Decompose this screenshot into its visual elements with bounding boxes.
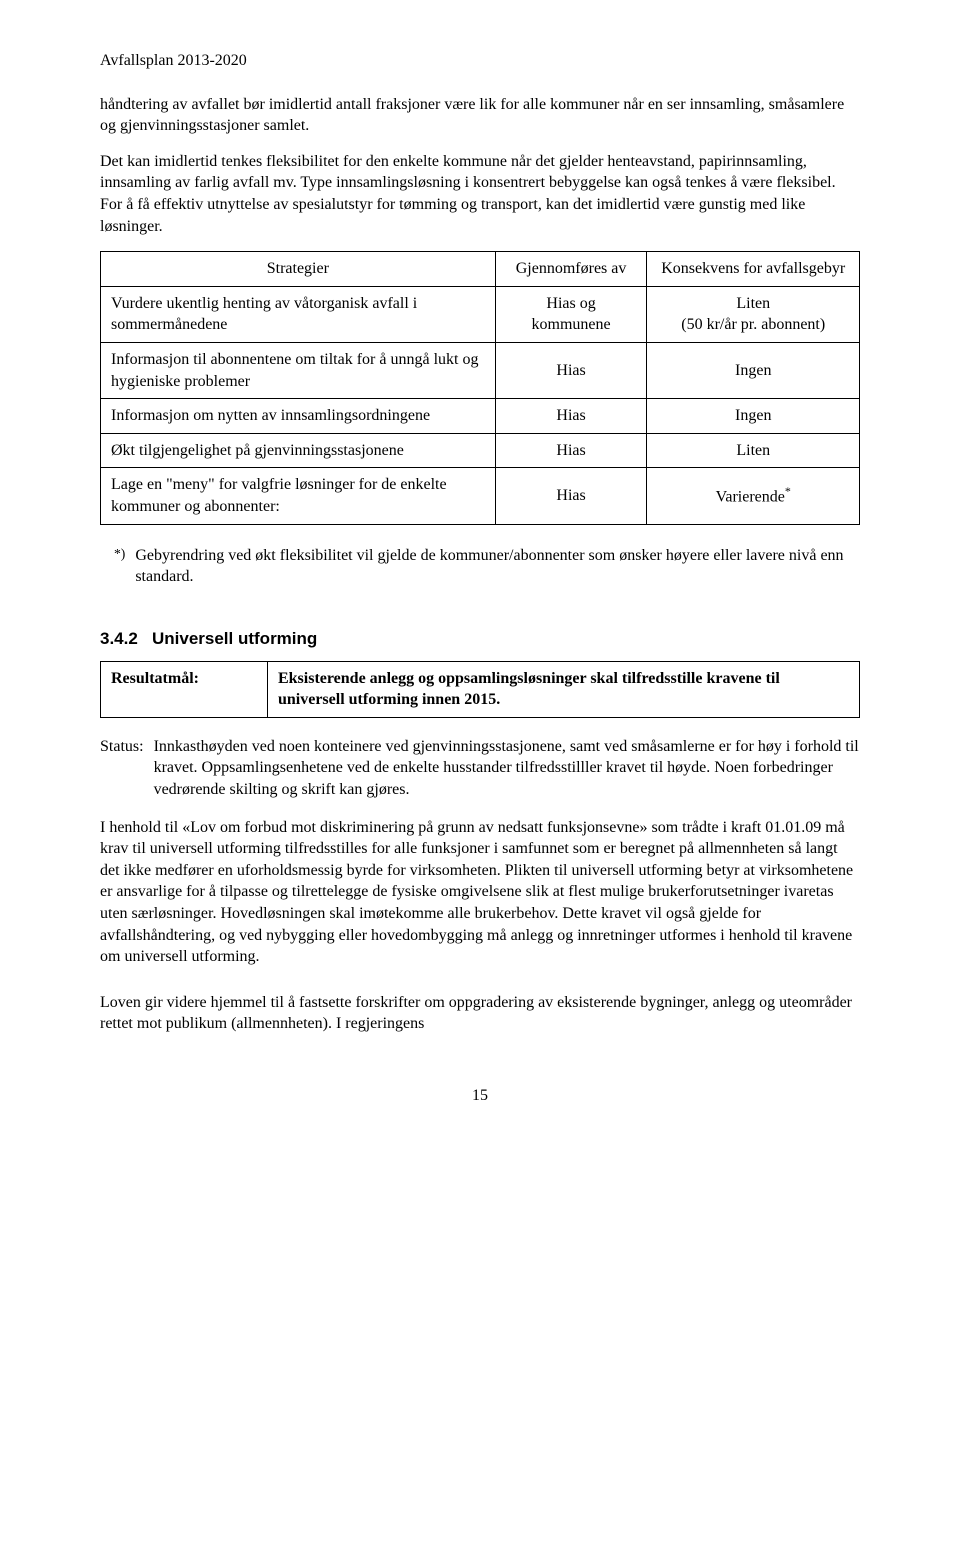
table-row: Vurdere ukentlig henting av våtorganisk … bbox=[101, 286, 860, 342]
section-number: 3.4.2 bbox=[100, 629, 138, 648]
intro-paragraph-1: håndtering av avfallet bør imidlertid an… bbox=[100, 94, 860, 137]
goal-text: Eksisterende anlegg og oppsamlingsløsnin… bbox=[267, 661, 859, 717]
implementer-cell: Hias bbox=[495, 468, 647, 524]
strategy-cell: Økt tilgjengelighet på gjenvinningsstasj… bbox=[101, 433, 496, 468]
implementer-cell: Hias bbox=[495, 399, 647, 434]
consequence-cell: Liten(50 kr/år pr. abonnent) bbox=[647, 286, 860, 342]
consequence-cell: Ingen bbox=[647, 342, 860, 398]
status-text: Innkasthøyden ved noen konteinere ved gj… bbox=[154, 736, 860, 801]
table-row: Informasjon til abonnentene om tiltak fo… bbox=[101, 342, 860, 398]
strategy-cell: Informasjon om nytten av innsamlingsordn… bbox=[101, 399, 496, 434]
table-header-implementer: Gjennomføres av bbox=[495, 252, 647, 287]
goal-table: Resultatmål: Eksisterende anlegg og opps… bbox=[100, 661, 860, 718]
footnote-text: Gebyrendring ved økt fleksibilitet vil g… bbox=[135, 545, 860, 588]
table-row: Økt tilgjengelighet på gjenvinningsstasj… bbox=[101, 433, 860, 468]
page-header: Avfallsplan 2013-2020 bbox=[100, 50, 860, 72]
strategy-cell: Vurdere ukentlig henting av våtorganisk … bbox=[101, 286, 496, 342]
table-row: Lage en "meny" for valgfrie løsninger fo… bbox=[101, 468, 860, 524]
table-row: Informasjon om nytten av innsamlingsordn… bbox=[101, 399, 860, 434]
body-paragraph-1: I henhold til «Lov om forbud mot diskrim… bbox=[100, 817, 860, 968]
table-header-consequence: Konsekvens for avfallsgebyr bbox=[647, 252, 860, 287]
strategy-cell: Informasjon til abonnentene om tiltak fo… bbox=[101, 342, 496, 398]
footnote-marker: *) bbox=[114, 545, 125, 588]
strategies-table: Strategier Gjennomføres av Konsekvens fo… bbox=[100, 251, 860, 524]
table-header-strategies: Strategier bbox=[101, 252, 496, 287]
section-heading: 3.4.2 Universell utforming bbox=[100, 628, 860, 651]
table-footnote: *) Gebyrendring ved økt fleksibilitet vi… bbox=[114, 545, 860, 588]
section-title: Universell utforming bbox=[152, 629, 317, 648]
consequence-cell: Liten bbox=[647, 433, 860, 468]
status-label: Status: bbox=[100, 736, 144, 801]
status-block: Status: Innkasthøyden ved noen konteiner… bbox=[100, 736, 860, 801]
intro-paragraph-2: Det kan imidlertid tenkes fleksibilitet … bbox=[100, 151, 860, 237]
consequence-cell: Ingen bbox=[647, 399, 860, 434]
goal-label: Resultatmål: bbox=[101, 661, 268, 717]
implementer-cell: Hias bbox=[495, 433, 647, 468]
implementer-cell: Hias og kommunene bbox=[495, 286, 647, 342]
strategy-cell: Lage en "meny" for valgfrie løsninger fo… bbox=[101, 468, 496, 524]
body-paragraph-2: Loven gir videre hjemmel til å fastsette… bbox=[100, 992, 860, 1035]
page-number: 15 bbox=[100, 1085, 860, 1107]
implementer-cell: Hias bbox=[495, 342, 647, 398]
consequence-cell: Varierende* bbox=[647, 468, 860, 524]
